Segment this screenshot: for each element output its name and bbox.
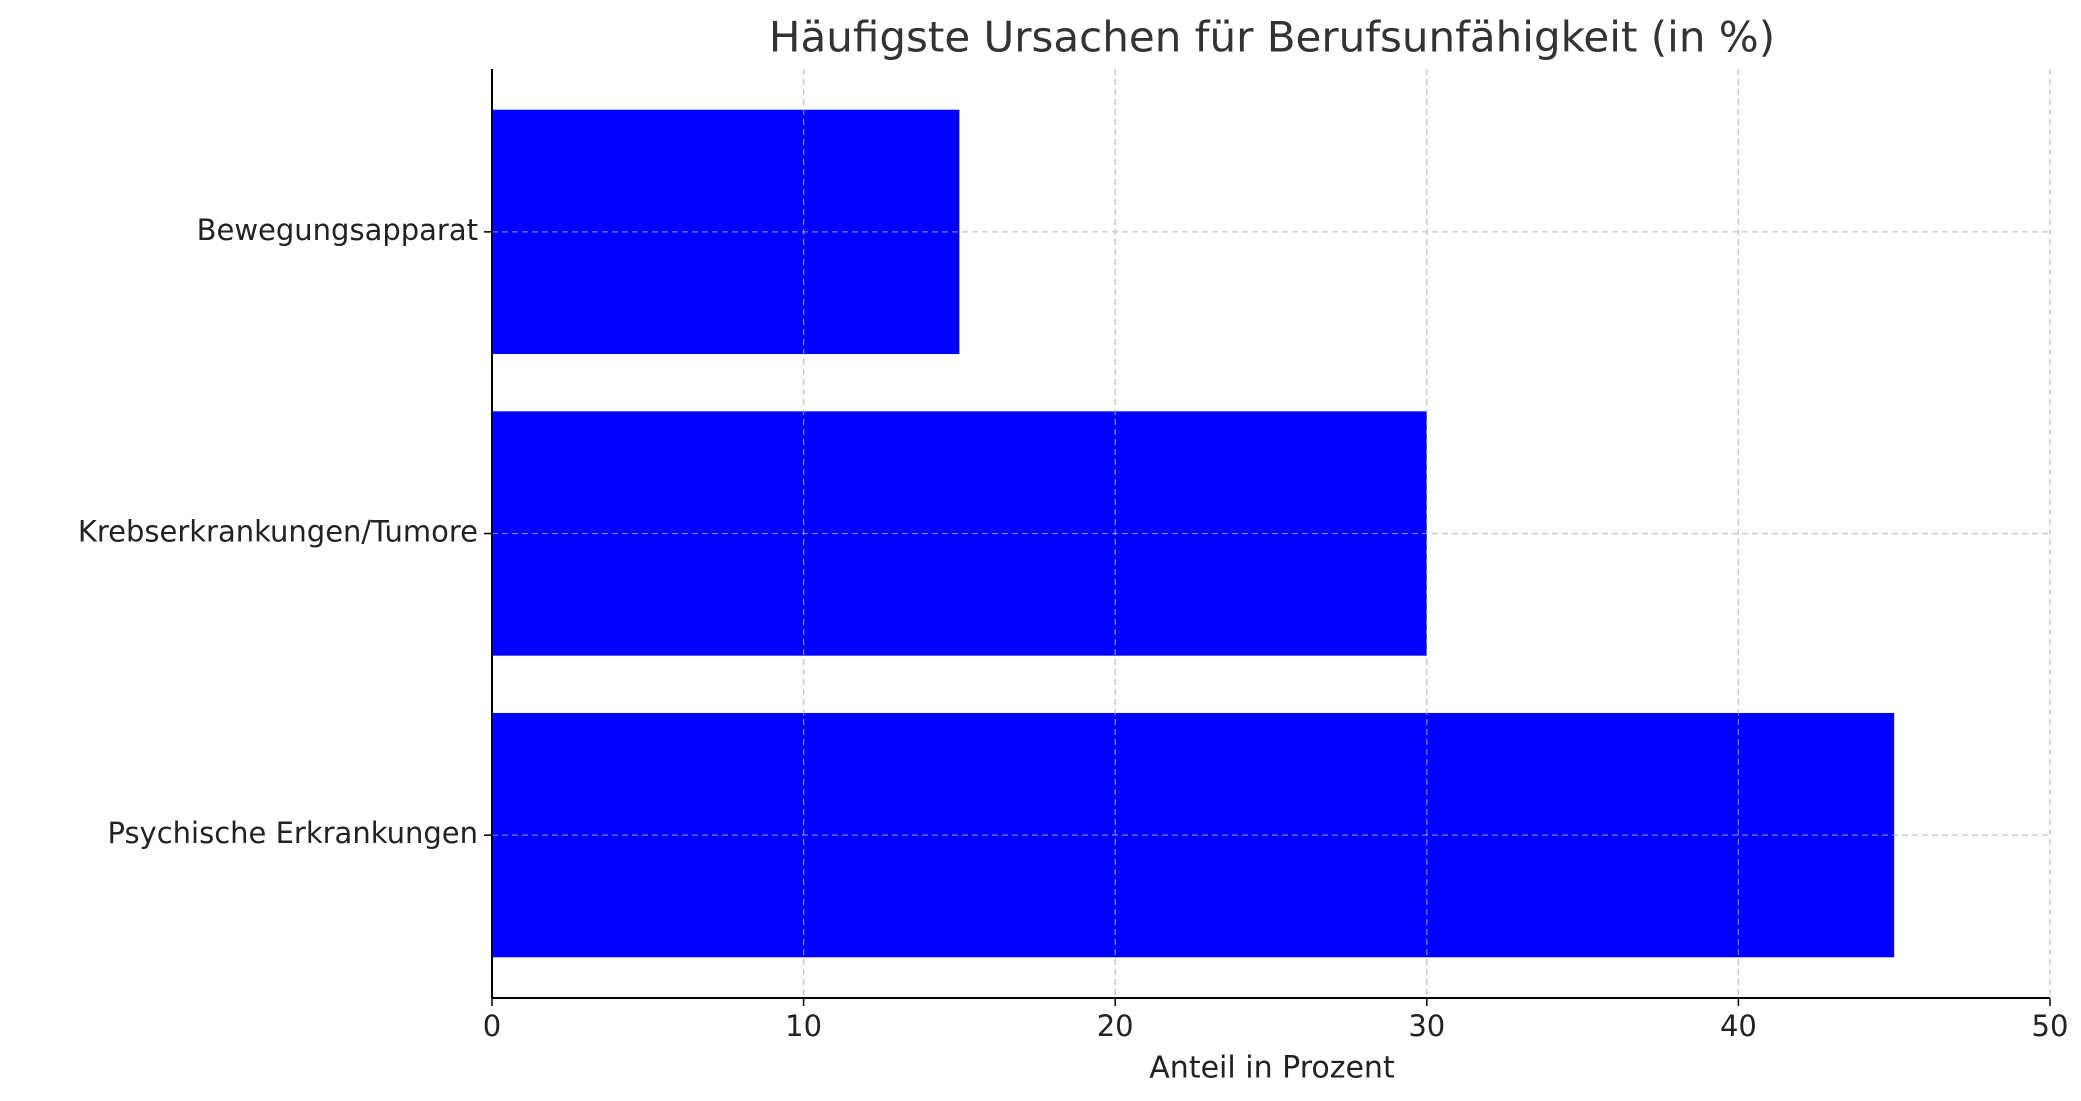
y-tick-label: Krebserkrankungen/Tumore [78, 515, 478, 549]
x-axis-label: Anteil in Prozent [1149, 1051, 1395, 1086]
x-tick-label: 20 [1097, 1009, 1134, 1043]
x-tick-label: 10 [785, 1009, 822, 1043]
y-tick-label: Psychische Erkrankungen [107, 816, 478, 850]
x-tick-label: 40 [1720, 1009, 1757, 1043]
y-tick-label: Bewegungsapparat [197, 213, 478, 247]
x-tick-label: 30 [1408, 1009, 1445, 1043]
chart-title: Häufigste Ursachen für Berufsunfähigkeit… [769, 13, 1775, 62]
x-tick-label: 50 [2032, 1009, 2069, 1043]
x-tick-label: 0 [483, 1009, 501, 1043]
